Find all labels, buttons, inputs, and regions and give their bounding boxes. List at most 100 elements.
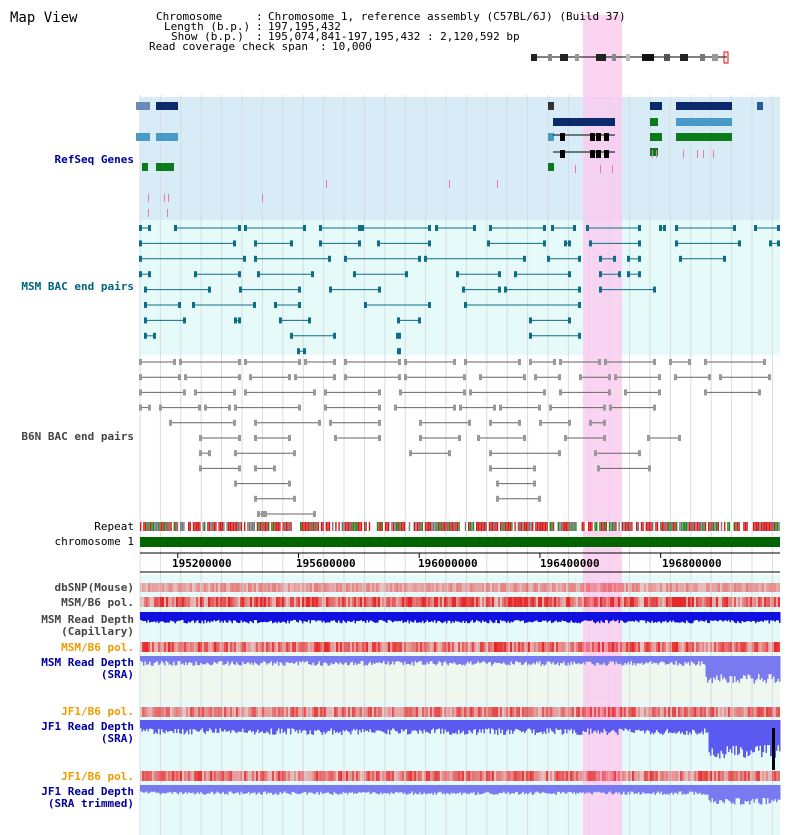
read-depth-bar xyxy=(519,785,521,795)
track-label-dbsnp[interactable]: dbSNP(Mouse) xyxy=(54,581,134,594)
polymorphism-cell xyxy=(318,597,320,607)
read-depth-bar xyxy=(380,720,382,731)
bac-end xyxy=(514,271,517,278)
bac-end xyxy=(298,302,301,308)
track-label-msm-depth-cap-1[interactable]: MSM Read Depth xyxy=(41,613,134,626)
polymorphism-cell xyxy=(616,642,618,652)
polymorphism-cell xyxy=(140,707,142,717)
read-depth-bar xyxy=(719,720,721,759)
read-depth-bar xyxy=(438,656,440,662)
repeat-element xyxy=(392,522,395,531)
read-depth-bar xyxy=(278,612,280,622)
repeat-element xyxy=(455,522,457,531)
polymorphism-cell xyxy=(202,597,204,607)
read-depth-bar xyxy=(242,720,244,729)
track-label-refseq[interactable]: RefSeq Genes xyxy=(54,153,134,166)
track-label-b6n-bac[interactable]: B6N BAC end pairs xyxy=(21,430,134,443)
polymorphism-cell xyxy=(314,642,316,652)
polymorphism-cell xyxy=(594,642,596,652)
track-label-msm-b6-pol[interactable]: MSM/B6 pol. xyxy=(61,596,134,609)
polymorphism-cell xyxy=(470,707,472,717)
bac-end xyxy=(333,374,336,381)
polymorphism-cell xyxy=(640,583,642,592)
polymorphism-cell xyxy=(446,583,448,592)
read-depth-bar xyxy=(171,656,173,666)
polymorphism-cell xyxy=(710,597,712,607)
read-depth-bar xyxy=(599,785,601,793)
track-label-jf1-depth-trim-1[interactable]: JF1 Read Depth xyxy=(41,785,134,798)
read-depth-bar xyxy=(159,720,161,735)
read-depth-bar xyxy=(437,656,439,664)
read-depth-bar xyxy=(654,720,656,733)
read-depth-bar xyxy=(401,785,403,792)
repeat-element xyxy=(437,522,439,531)
polymorphism-cell xyxy=(262,642,264,652)
polymorphism-cell xyxy=(204,771,206,781)
polymorphism-cell xyxy=(518,771,520,781)
read-depth-bar xyxy=(155,720,157,733)
read-depth-bar xyxy=(659,656,661,663)
track-label-msm-b6-pol-2[interactable]: MSM/B6 pol. xyxy=(61,641,134,654)
read-depth-bar xyxy=(216,656,218,664)
read-depth-bar xyxy=(161,656,163,661)
polymorphism-cell xyxy=(236,597,238,607)
polymorphism-cell xyxy=(478,642,480,652)
read-depth-bar xyxy=(581,720,583,735)
polymorphism-cell xyxy=(724,642,726,652)
repeat-element xyxy=(424,522,427,531)
read-depth-bar xyxy=(153,612,155,622)
polymorphism-cell xyxy=(596,771,598,781)
bac-end xyxy=(139,389,142,396)
read-depth-bar xyxy=(461,656,463,666)
polymorphism-cell xyxy=(170,597,172,607)
read-depth-bar xyxy=(435,720,437,730)
read-depth-bar xyxy=(264,785,266,792)
polymorphism-cell xyxy=(490,771,492,781)
read-depth-bar xyxy=(735,720,737,746)
polymorphism-cell xyxy=(156,642,158,652)
track-label-jf1-b6-pol-2[interactable]: JF1/B6 pol. xyxy=(61,770,134,783)
read-depth-bar xyxy=(347,656,349,666)
polymorphism-cell xyxy=(328,642,330,652)
read-depth-bar xyxy=(581,612,583,622)
read-depth-bar xyxy=(740,785,742,805)
read-depth-bar xyxy=(156,785,158,793)
polymorphism-cell xyxy=(760,771,762,781)
polymorphism-cell xyxy=(316,583,318,592)
read-depth-bar xyxy=(545,720,547,734)
track-label-jf1-depth-sra-1[interactable]: JF1 Read Depth xyxy=(41,720,134,733)
polymorphism-cell xyxy=(318,771,320,781)
read-depth-bar xyxy=(483,656,485,662)
polymorphism-cell xyxy=(670,642,672,652)
track-label-chromosome[interactable]: chromosome 1 xyxy=(54,535,134,548)
read-depth-bar xyxy=(758,720,760,751)
bac-end xyxy=(608,389,611,396)
read-depth-bar xyxy=(480,612,482,624)
read-depth-bar xyxy=(732,785,734,803)
track-label-msm-bac[interactable]: MSM BAC end pairs xyxy=(21,280,134,293)
read-depth-bar xyxy=(761,785,763,805)
read-depth-bar xyxy=(615,656,617,662)
track-label-repeat[interactable]: Repeat xyxy=(94,520,134,533)
read-depth-bar xyxy=(611,656,613,662)
polymorphism-cell xyxy=(418,707,420,717)
polymorphism-cell xyxy=(388,707,390,717)
polymorphism-cell xyxy=(580,707,582,717)
read-depth-bar xyxy=(644,785,646,794)
polymorphism-cell xyxy=(612,597,614,607)
polymorphism-cell xyxy=(678,771,680,781)
track-label-jf1-b6-pol[interactable]: JF1/B6 pol. xyxy=(61,705,134,718)
read-depth-bar xyxy=(771,656,773,680)
track-label-msm-depth-sra-1[interactable]: MSM Read Depth xyxy=(41,656,134,669)
repeat-element xyxy=(207,522,209,531)
read-depth-bar xyxy=(707,656,709,683)
polymorphism-cell xyxy=(376,583,378,592)
polymorphism-cell xyxy=(538,707,540,717)
read-depth-bar xyxy=(585,656,587,662)
polymorphism-cell xyxy=(180,771,182,781)
polymorphism-cell xyxy=(518,707,520,717)
read-depth-bar xyxy=(266,785,268,795)
bac-end xyxy=(358,225,361,231)
read-depth-bar xyxy=(645,785,647,794)
